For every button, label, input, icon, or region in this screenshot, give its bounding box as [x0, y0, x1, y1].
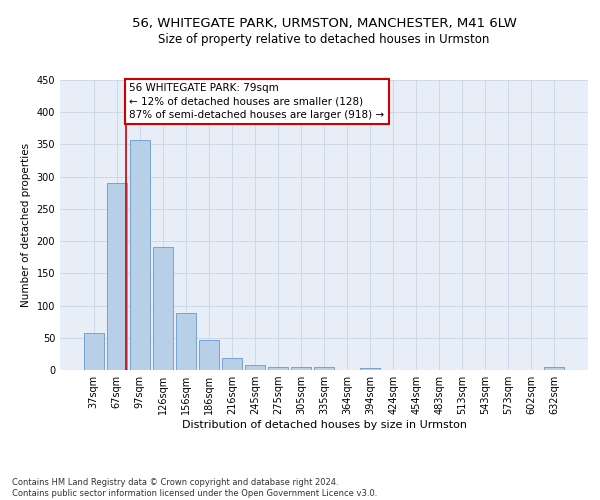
X-axis label: Distribution of detached houses by size in Urmston: Distribution of detached houses by size …: [182, 420, 467, 430]
Bar: [153, 247, 173, 370]
Bar: [314, 368, 334, 370]
Text: 56 WHITEGATE PARK: 79sqm
← 12% of detached houses are smaller (128)
87% of semi-: 56 WHITEGATE PARK: 79sqm ← 12% of detach…: [130, 83, 385, 120]
Bar: [544, 368, 564, 370]
Bar: [107, 183, 127, 370]
Text: 56, WHITEGATE PARK, URMSTON, MANCHESTER, M41 6LW: 56, WHITEGATE PARK, URMSTON, MANCHESTER,…: [131, 18, 517, 30]
Bar: [84, 332, 104, 370]
Bar: [360, 368, 380, 370]
Bar: [199, 340, 218, 370]
Bar: [291, 368, 311, 370]
Bar: [176, 312, 196, 370]
Bar: [245, 365, 265, 370]
Y-axis label: Number of detached properties: Number of detached properties: [21, 143, 31, 307]
Bar: [222, 358, 242, 370]
Text: Contains HM Land Registry data © Crown copyright and database right 2024.
Contai: Contains HM Land Registry data © Crown c…: [12, 478, 377, 498]
Bar: [268, 367, 288, 370]
Bar: [130, 140, 149, 370]
Text: Size of property relative to detached houses in Urmston: Size of property relative to detached ho…: [158, 32, 490, 46]
